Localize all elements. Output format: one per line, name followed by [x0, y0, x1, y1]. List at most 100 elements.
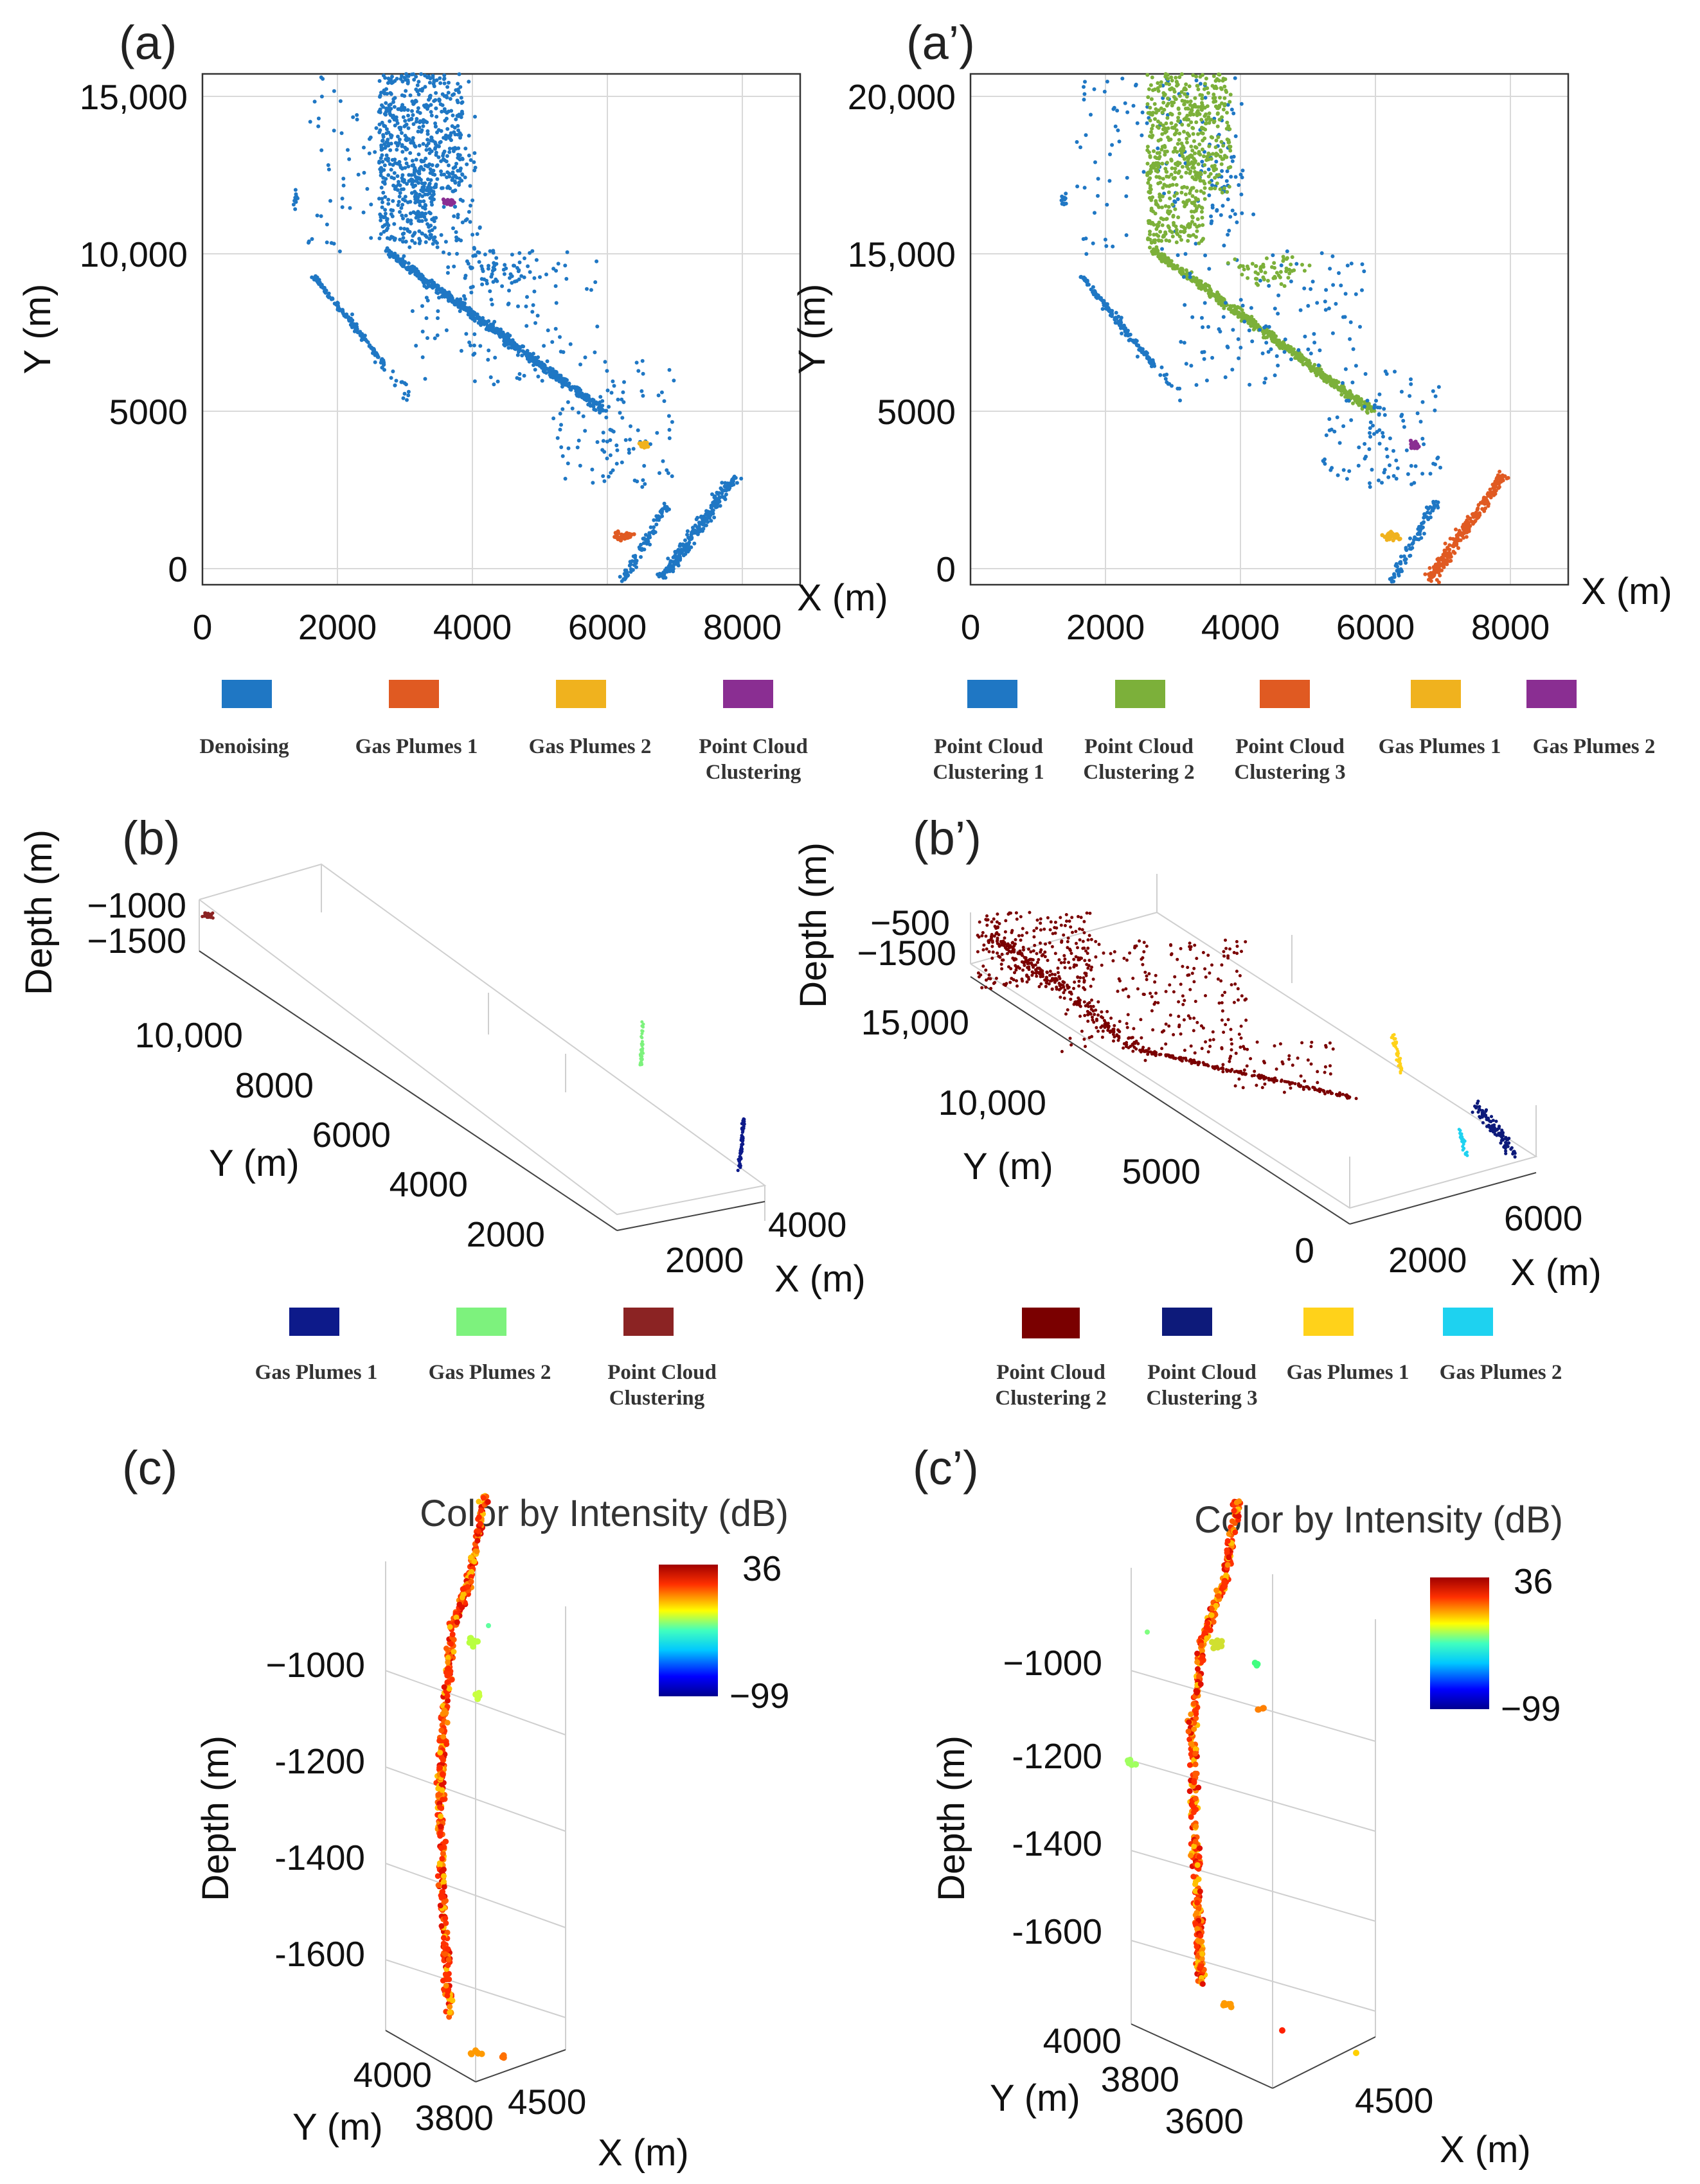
point-main-line — [1162, 253, 1167, 257]
point-scatter — [620, 416, 625, 420]
point-main-band — [1212, 93, 1216, 96]
point-denoising — [1123, 101, 1127, 105]
point-main-line — [1269, 337, 1274, 341]
point-main-band — [1149, 97, 1154, 102]
legend-swatch-pcc1 — [967, 680, 1017, 708]
point-left-diagonal — [1177, 386, 1182, 391]
point-main-band — [458, 176, 462, 181]
point-main-band — [1152, 149, 1156, 154]
point-main-band — [1195, 206, 1199, 211]
point-bottom-right — [693, 523, 697, 528]
point-main-line — [1350, 393, 1354, 397]
point-main-band — [458, 166, 463, 171]
point-denoising — [442, 205, 446, 209]
point-pcc2 — [1051, 932, 1055, 936]
point-scatter — [605, 456, 609, 461]
point-scatter — [1358, 324, 1362, 329]
point-main-band — [1173, 148, 1177, 153]
point-pcc2 — [1025, 974, 1029, 978]
point-left-diagonal — [1118, 323, 1122, 328]
point-denoising — [456, 213, 460, 217]
point-denoising — [369, 236, 373, 240]
point-main-band — [393, 238, 397, 242]
point-denoising — [337, 249, 342, 254]
point-denoising — [435, 245, 440, 249]
point-scatter — [1200, 315, 1204, 320]
point-scatter — [1285, 256, 1289, 260]
point-left-diagonal — [1158, 373, 1163, 377]
point-bottom — [1424, 505, 1429, 510]
point-scatter — [1409, 377, 1413, 382]
point-main-line — [498, 328, 503, 333]
point-scatter — [506, 346, 511, 350]
point-main-line — [1275, 342, 1280, 347]
point-scatter — [1391, 474, 1396, 478]
point-scatter — [1332, 429, 1337, 434]
point-main-band — [1167, 239, 1172, 243]
point-main-band — [377, 79, 382, 83]
point-main-band — [1157, 151, 1161, 155]
point-main-band — [400, 74, 404, 78]
point-scatter — [670, 420, 674, 424]
point-scatter — [608, 453, 613, 457]
point-pcc2 — [1025, 931, 1029, 935]
point-scatter — [1349, 262, 1354, 266]
point-main-band — [458, 153, 462, 157]
point-denoising — [1083, 80, 1087, 84]
point-main-band — [385, 127, 389, 131]
point-denoising — [325, 222, 329, 227]
point-scatter — [1382, 468, 1387, 472]
point-main-line — [447, 292, 452, 297]
point-main-line — [1239, 312, 1244, 316]
point-pcc2 — [1102, 951, 1105, 955]
point-main-band — [451, 172, 455, 176]
point-pcc2 — [1073, 981, 1077, 984]
point-denoising — [316, 116, 321, 121]
point-left-diagonal — [1095, 296, 1099, 300]
point-main-line — [560, 381, 564, 386]
point-scatter — [1436, 385, 1441, 389]
panel-b-ylabel: Y (m) — [209, 1142, 300, 1184]
point-gas-plumes-1 — [1387, 531, 1392, 536]
point-denoising — [319, 94, 324, 99]
point-pcc2 — [1039, 921, 1042, 925]
point-main-band — [416, 93, 421, 96]
point-scatter — [1348, 337, 1352, 341]
point-bottom-right — [697, 520, 701, 525]
point-pcc2 — [1039, 950, 1042, 954]
point-scatter — [1388, 463, 1391, 468]
point-main-band — [1222, 102, 1227, 106]
point-pcc2 — [1014, 938, 1017, 941]
point-main-line — [1154, 245, 1159, 249]
point-main-line — [1231, 310, 1236, 314]
point-left-diagonal — [350, 318, 355, 323]
point-main-band — [1200, 96, 1204, 101]
point-main-line — [481, 315, 485, 320]
point-scatter — [525, 295, 529, 299]
point-denoising — [1198, 82, 1203, 86]
legend-label: Gas Plumes 1 — [255, 1361, 378, 1384]
point-main-band — [397, 200, 401, 204]
point-pcc2 — [1062, 981, 1066, 984]
point-scatter — [1282, 350, 1287, 354]
panel-a-prime-yticks: 20,000 15,000 5000 0 — [848, 77, 956, 589]
point-main-band — [1167, 190, 1171, 195]
point-bottom-right — [1480, 501, 1484, 505]
point-pcc2 — [1028, 910, 1032, 914]
point-pcc2 — [1068, 966, 1072, 970]
point-main-band — [1204, 118, 1209, 122]
point-pcc2 — [992, 982, 996, 985]
point-pcc2 — [1068, 948, 1072, 952]
point-scatter — [1409, 482, 1414, 486]
point-left-diagonal — [1123, 333, 1128, 337]
point-main-band — [413, 200, 418, 205]
point-scatter — [481, 269, 485, 273]
point-main-line — [1246, 315, 1251, 320]
point-left-diagonal — [1114, 310, 1118, 315]
point-main-band — [1225, 138, 1230, 141]
point-pcc2 — [1082, 919, 1086, 923]
point-bottom-right — [1433, 564, 1437, 568]
point-denoising — [326, 163, 330, 167]
panel-a-frame — [201, 73, 801, 586]
point-main-band — [1172, 89, 1177, 94]
